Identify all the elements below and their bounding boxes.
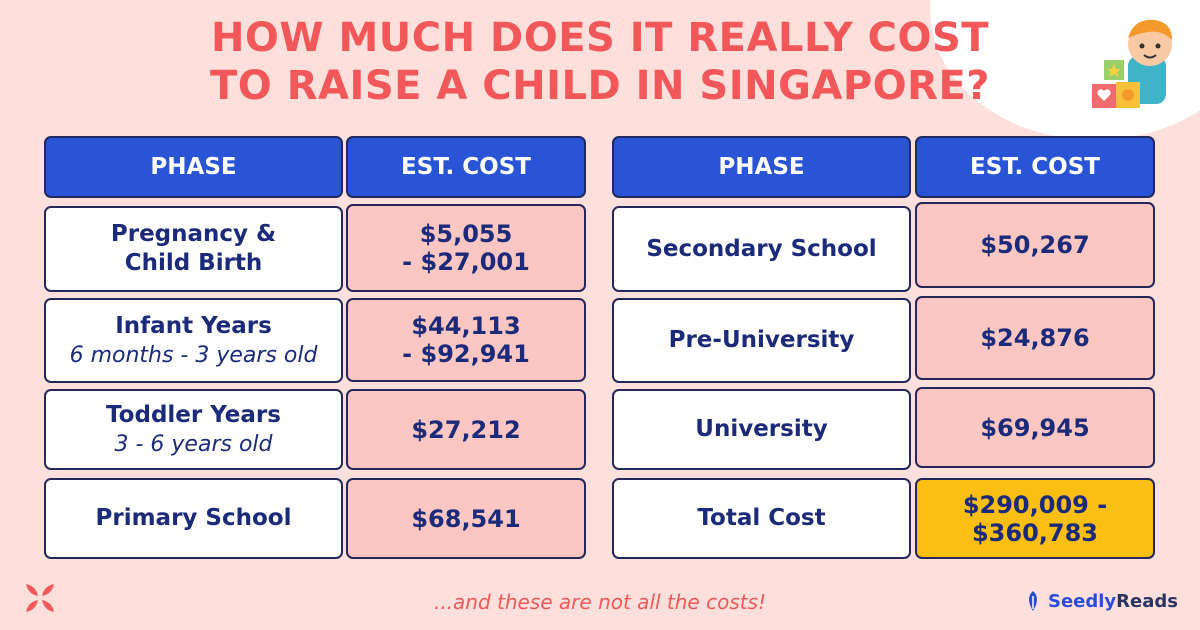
left-row-1-cost: $5,055 - $27,001 bbox=[346, 204, 586, 292]
cost-value: $50,267 bbox=[980, 231, 1090, 259]
seedly-leaf-icon bbox=[1029, 591, 1037, 611]
phase-label: University bbox=[695, 416, 828, 442]
phase-label: Toddler Years bbox=[106, 401, 281, 428]
total-cost-value: $290,009 - $360,783 bbox=[915, 478, 1155, 559]
cost-value: $69,945 bbox=[980, 413, 1090, 442]
right-row-2-phase: Pre-University bbox=[612, 298, 911, 383]
page-title: HOW MUCH DOES IT REALLY COST TO RAISE A … bbox=[150, 14, 1050, 110]
seedly-x-logo-icon bbox=[26, 584, 54, 612]
phase-sublabel: 6 months - 3 years old bbox=[69, 342, 318, 368]
left-row-2-phase: Infant Years 6 months - 3 years old bbox=[44, 298, 343, 383]
phase-label: Total Cost bbox=[697, 505, 826, 531]
right-row-4-phase: Total Cost bbox=[612, 478, 911, 559]
phase-label: Secondary School bbox=[646, 235, 877, 262]
cost-value: $24,876 bbox=[980, 324, 1090, 352]
footer-note: ...and these are not all the costs! bbox=[433, 590, 767, 614]
phase-label: Primary School bbox=[95, 505, 292, 531]
cost-value-line-2: $360,783 bbox=[971, 518, 1098, 547]
cost-value: $290,009 - bbox=[962, 490, 1108, 519]
right-row-3-cost: $69,945 bbox=[915, 387, 1155, 468]
brand-name-part1: Seedly bbox=[1048, 590, 1117, 612]
phase-label-line-2: Child Birth bbox=[124, 250, 263, 276]
title-line-1: HOW MUCH DOES IT REALLY COST bbox=[210, 15, 990, 61]
cost-value-line-2: - $27,001 bbox=[402, 248, 530, 276]
phase-label: Infant Years bbox=[115, 312, 272, 339]
cost-value: $68,541 bbox=[411, 504, 521, 533]
brand-logo: SeedlyReads bbox=[1024, 588, 1178, 614]
left-row-2-cost: $44,113 - $92,941 bbox=[346, 298, 586, 382]
title-line-2: TO RAISE A CHILD IN SINGAPORE? bbox=[209, 63, 991, 109]
cost-value-line-2: - $92,941 bbox=[402, 340, 530, 368]
left-row-4-phase: Primary School bbox=[44, 478, 343, 559]
child-with-blocks-illustration bbox=[1092, 19, 1172, 108]
right-row-1-phase: Secondary School bbox=[612, 206, 911, 292]
left-row-4-cost: $68,541 bbox=[346, 478, 586, 559]
cost-value: $27,212 bbox=[411, 415, 521, 444]
phase-label: Pre-University bbox=[668, 327, 855, 353]
left-row-1-phase: Pregnancy & Child Birth bbox=[44, 206, 343, 292]
right-row-2-cost: $24,876 bbox=[915, 296, 1155, 380]
right-header-phase: PHASE bbox=[612, 136, 911, 198]
left-header-phase: PHASE bbox=[44, 136, 343, 198]
left-row-3-phase: Toddler Years 3 - 6 years old bbox=[44, 389, 343, 470]
right-header-cost: EST. COST bbox=[915, 136, 1155, 198]
right-row-3-phase: University bbox=[612, 389, 911, 470]
phase-label: Pregnancy & bbox=[110, 221, 277, 247]
left-row-3-cost: $27,212 bbox=[346, 389, 586, 470]
cost-value: $44,113 bbox=[411, 312, 521, 340]
right-row-1-cost: $50,267 bbox=[915, 202, 1155, 288]
phase-sublabel: 3 - 6 years old bbox=[114, 431, 273, 457]
brand-name-part2: Reads bbox=[1116, 590, 1178, 612]
left-header-cost: EST. COST bbox=[346, 136, 586, 198]
cost-value: $5,055 bbox=[419, 220, 513, 248]
